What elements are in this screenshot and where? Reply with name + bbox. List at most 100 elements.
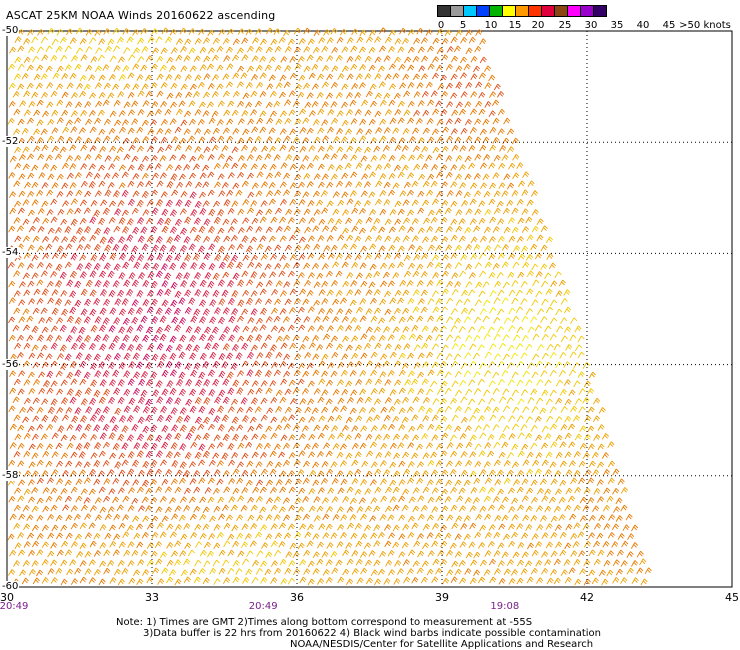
wind-barb xyxy=(22,199,30,206)
wind-barb xyxy=(166,559,174,567)
wind-barb xyxy=(94,29,102,37)
wind-barb xyxy=(450,181,458,188)
wind-barb xyxy=(313,29,321,37)
wind-barb xyxy=(151,207,159,216)
wind-barb xyxy=(302,117,310,125)
wind-barb xyxy=(113,65,121,72)
wind-barb xyxy=(127,72,135,80)
wind-barb xyxy=(497,378,505,386)
wind-barb xyxy=(351,83,359,90)
wind-barb xyxy=(137,56,145,63)
wind-barb xyxy=(507,271,515,279)
wind-barb xyxy=(302,335,310,343)
wind-barb xyxy=(76,227,84,235)
wind-barb xyxy=(421,470,429,477)
wind-barb xyxy=(55,45,63,53)
wind-barb xyxy=(69,144,77,152)
wind-barb xyxy=(283,532,292,540)
wind-barb xyxy=(246,154,254,161)
wind-barb xyxy=(278,541,286,548)
wind-barb xyxy=(355,344,363,352)
wind-barb xyxy=(227,406,235,413)
wind-barb xyxy=(137,163,145,172)
wind-barb xyxy=(169,154,177,162)
wind-barb xyxy=(231,398,239,406)
wind-barb xyxy=(432,37,440,45)
wind-barb xyxy=(61,540,69,548)
wind-barb xyxy=(150,136,158,143)
wind-barb xyxy=(78,342,86,351)
wind-barb xyxy=(161,299,169,308)
wind-barb xyxy=(213,200,221,208)
wind-barb xyxy=(484,370,492,377)
wind-barb xyxy=(351,207,359,215)
wind-barb xyxy=(268,74,276,82)
wind-barb xyxy=(369,243,377,251)
wind-barb xyxy=(550,317,558,325)
wind-barb xyxy=(463,298,471,306)
wind-barb xyxy=(199,513,207,521)
wind-barb xyxy=(279,181,287,189)
wind-barb xyxy=(413,163,421,171)
wind-barb xyxy=(346,37,354,44)
wind-barb xyxy=(241,110,249,117)
wind-barb xyxy=(116,504,124,512)
wind-barb xyxy=(208,443,216,451)
wind-barb xyxy=(383,469,391,476)
wind-barb xyxy=(359,46,367,54)
wind-barb xyxy=(188,461,196,468)
wind-barb xyxy=(165,144,173,152)
wind-barb xyxy=(326,200,334,208)
wind-barb xyxy=(403,576,411,584)
wind-barb xyxy=(12,396,20,404)
wind-barb xyxy=(222,307,230,315)
wind-barb xyxy=(112,243,120,252)
wind-barb xyxy=(516,162,524,170)
wind-barb xyxy=(398,387,406,395)
wind-barb xyxy=(407,477,415,485)
wind-barb xyxy=(331,425,339,432)
wind-barb xyxy=(540,263,548,271)
wind-barb xyxy=(325,450,333,458)
wind-barb xyxy=(492,424,500,431)
wind-barb xyxy=(279,74,287,82)
wind-barb xyxy=(489,91,497,98)
wind-barb xyxy=(164,217,172,226)
wind-barb xyxy=(207,334,215,342)
wind-barb xyxy=(14,56,22,64)
wind-barb xyxy=(47,135,55,143)
wind-barb xyxy=(536,524,544,531)
wind-barb xyxy=(61,452,69,460)
wind-barb xyxy=(370,351,378,359)
wind-barb xyxy=(540,244,548,252)
wind-barb xyxy=(455,515,463,523)
wind-barb xyxy=(56,317,64,325)
wind-barb xyxy=(535,452,543,459)
wind-barb xyxy=(339,28,347,36)
wind-barb xyxy=(179,334,187,343)
wind-barb xyxy=(31,452,39,460)
wind-barb xyxy=(266,190,274,198)
wind-barb xyxy=(369,171,377,179)
wind-barb xyxy=(203,91,211,99)
wind-barb xyxy=(55,263,63,272)
wind-barb xyxy=(136,290,144,298)
wind-barb xyxy=(79,560,87,567)
wind-barb xyxy=(9,549,17,557)
wind-barb xyxy=(59,271,67,280)
wind-barb xyxy=(553,577,561,585)
wind-barb xyxy=(241,235,249,243)
wind-barb xyxy=(175,92,183,99)
wind-barb xyxy=(354,109,362,116)
wind-barb xyxy=(178,173,186,181)
wind-barb xyxy=(79,74,87,82)
wind-barb xyxy=(251,577,259,584)
wind-barb xyxy=(389,442,397,450)
wind-barb xyxy=(66,279,74,288)
wind-barb xyxy=(161,225,169,234)
wind-barb xyxy=(121,244,129,252)
wind-barb xyxy=(578,477,586,485)
wind-barb xyxy=(159,333,167,342)
wind-barb xyxy=(188,47,196,55)
wind-barb xyxy=(128,144,136,152)
